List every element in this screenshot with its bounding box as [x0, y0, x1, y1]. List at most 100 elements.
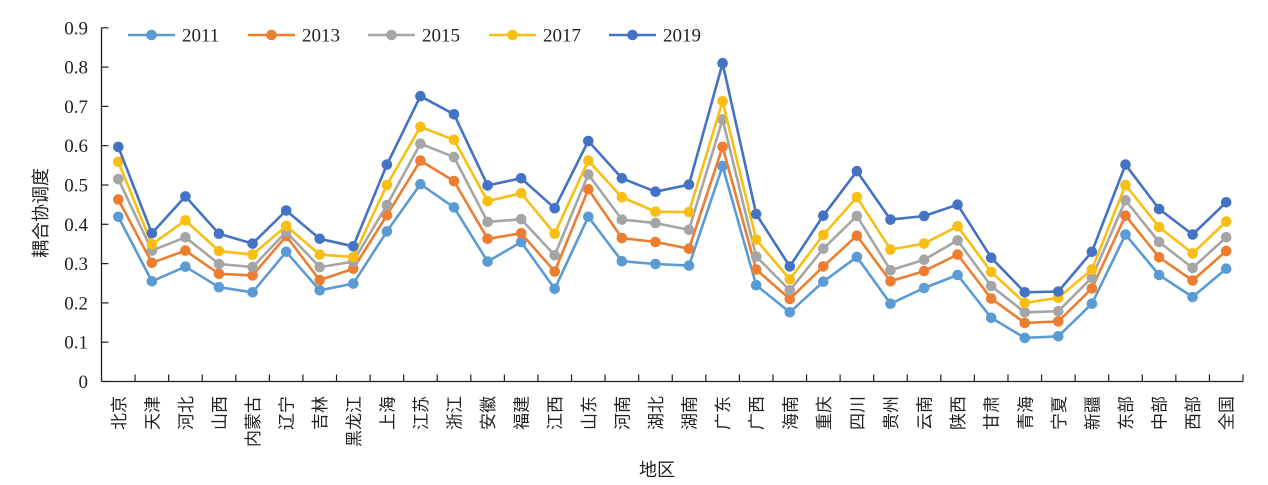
data-point — [784, 274, 796, 285]
data-point — [616, 214, 628, 225]
data-point — [1187, 275, 1198, 286]
data-point — [985, 280, 997, 292]
data-point — [1153, 236, 1165, 248]
data-point — [1053, 316, 1064, 327]
y-axis-title: 耦合协调度 — [31, 168, 52, 258]
legend-item: 2015 — [368, 26, 460, 47]
x-axis-ticks — [134, 374, 1244, 382]
data-point — [448, 175, 460, 187]
data-point — [683, 224, 695, 236]
data-point — [985, 293, 997, 304]
y-axis-ticks: 0 0.1 0.2 0.3 0.4 0.5 0.6 0.7 0.8 0.9 — [64, 18, 109, 393]
data-point — [1120, 159, 1131, 170]
data-point — [650, 206, 661, 217]
data-point — [314, 285, 326, 296]
data-point — [616, 232, 628, 244]
data-point — [952, 199, 963, 210]
data-point — [650, 236, 661, 248]
data-point — [784, 307, 796, 318]
data-point — [1220, 197, 1232, 208]
data-point — [280, 246, 292, 258]
data-point — [818, 276, 829, 288]
x-category-label: 山西 — [211, 396, 231, 430]
legend-item: 2011 — [128, 26, 219, 47]
data-point — [180, 215, 191, 226]
data-point — [818, 229, 829, 241]
legend-marker — [386, 29, 397, 41]
x-category-label: 西部 — [1184, 396, 1204, 430]
x-axis-category-labels: 北京 天津 河北 山西 内蒙古 辽宁 吉林 黑龙江 上海 江苏 浙江 安徽 福建 江西 山东 河南 湖北 湖南 广东… — [110, 396, 1238, 447]
data-point — [1153, 203, 1165, 215]
x-category-label: 贵州 — [882, 396, 902, 430]
x-axis-title: 地区 — [639, 460, 675, 481]
legend-marker — [266, 29, 277, 41]
data-point — [213, 268, 225, 280]
x-category-label: 内蒙古 — [244, 396, 264, 447]
data-point — [549, 266, 560, 277]
x-category-label: 河南 — [613, 396, 633, 430]
data-point — [750, 279, 762, 291]
data-point — [1187, 248, 1198, 259]
data-point — [415, 155, 426, 166]
data-point — [683, 179, 695, 190]
data-point — [113, 194, 124, 205]
data-point — [247, 287, 258, 298]
data-point — [583, 135, 594, 147]
x-category-label: 安徽 — [479, 396, 499, 430]
data-point — [213, 245, 225, 257]
data-point — [583, 155, 594, 166]
data-point — [415, 178, 426, 190]
data-point — [180, 261, 191, 273]
data-point — [448, 202, 460, 213]
legend-label: 2015 — [422, 26, 460, 47]
y-tick-label: 0.8 — [64, 58, 88, 79]
data-point — [146, 228, 158, 239]
data-point — [448, 134, 460, 146]
y-tick-label: 0.1 — [64, 333, 88, 354]
data-point — [113, 156, 124, 168]
x-category-label: 河北 — [177, 396, 197, 430]
data-point — [1153, 269, 1165, 281]
data-point — [750, 208, 762, 220]
data-point — [113, 141, 124, 153]
series-2019 — [113, 57, 1232, 298]
legend-label: 2019 — [663, 26, 701, 47]
data-point — [918, 210, 930, 222]
x-category-label: 浙江 — [446, 396, 466, 430]
data-point — [348, 251, 359, 263]
data-point — [348, 241, 359, 252]
data-point — [146, 257, 158, 269]
data-point — [952, 249, 963, 260]
data-point — [381, 210, 393, 221]
series-line-2015 — [117, 118, 1228, 314]
data-point — [784, 293, 796, 305]
data-point — [1086, 298, 1098, 310]
data-point — [1120, 195, 1131, 206]
data-point — [549, 250, 560, 261]
series-line-2019 — [117, 61, 1228, 294]
legend-marker — [146, 29, 157, 41]
data-point — [415, 138, 426, 149]
data-point — [348, 278, 359, 289]
legend-label: 2013 — [302, 26, 340, 47]
data-point — [918, 282, 930, 294]
x-category-label: 重庆 — [815, 396, 835, 430]
data-point — [247, 270, 258, 281]
data-point — [482, 216, 493, 228]
data-point — [1019, 307, 1031, 318]
data-point — [1053, 331, 1064, 342]
data-point — [482, 256, 493, 267]
data-point — [482, 180, 493, 191]
series-line-2011 — [117, 164, 1228, 340]
legend-item: 2013 — [248, 26, 340, 47]
data-point — [247, 249, 258, 260]
data-point — [583, 169, 594, 180]
x-category-label: 北京 — [110, 396, 130, 430]
data-point — [180, 191, 191, 202]
data-point — [515, 173, 527, 184]
data-point — [515, 236, 527, 248]
data-point — [1053, 286, 1064, 297]
data-point — [415, 121, 426, 133]
x-category-label: 黑龙江 — [345, 396, 365, 447]
